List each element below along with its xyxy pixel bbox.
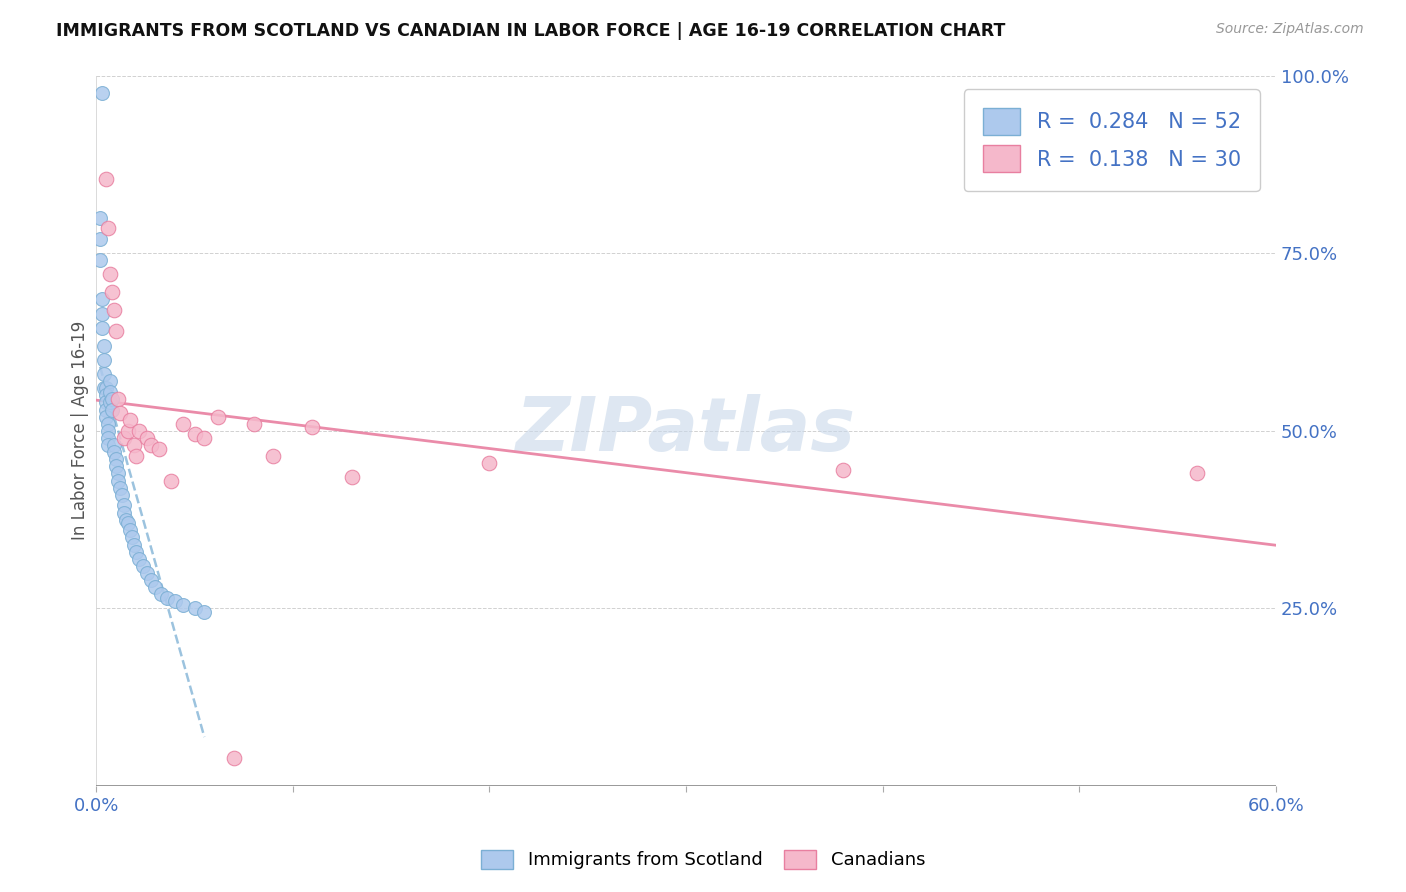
Point bbox=[163, 594, 186, 608]
Point bbox=[93, 352, 115, 367]
Text: IMMIGRANTS FROM SCOTLAND VS CANADIAN IN LABOR FORCE | AGE 16-19 CORRELATION CHAR: IMMIGRANTS FROM SCOTLAND VS CANADIAN IN … bbox=[56, 22, 1005, 40]
Legend: Immigrants from Scotland, Canadians: Immigrants from Scotland, Canadians bbox=[471, 840, 935, 879]
Point bbox=[101, 285, 124, 300]
Point bbox=[104, 324, 127, 338]
Point bbox=[172, 598, 194, 612]
Point bbox=[111, 488, 134, 502]
Point bbox=[122, 537, 145, 551]
Point bbox=[832, 463, 855, 477]
Point bbox=[94, 381, 117, 395]
Point bbox=[143, 580, 166, 594]
Point bbox=[108, 406, 131, 420]
Point bbox=[148, 442, 170, 456]
Point bbox=[160, 474, 183, 488]
Point bbox=[112, 506, 135, 520]
Point bbox=[107, 474, 129, 488]
Point bbox=[124, 544, 146, 558]
Point bbox=[156, 591, 179, 605]
Point bbox=[101, 402, 124, 417]
Point bbox=[124, 449, 146, 463]
Point bbox=[128, 551, 150, 566]
Legend: R =  0.284   N = 52, R =  0.138   N = 30: R = 0.284 N = 52, R = 0.138 N = 30 bbox=[965, 89, 1260, 191]
Point bbox=[117, 516, 139, 531]
Point bbox=[107, 467, 129, 481]
Point bbox=[141, 573, 163, 587]
Point bbox=[97, 424, 120, 438]
Point bbox=[94, 402, 117, 417]
Point bbox=[97, 221, 120, 235]
Point bbox=[89, 253, 111, 268]
Point bbox=[108, 481, 131, 495]
Point bbox=[141, 438, 163, 452]
Point bbox=[136, 566, 159, 580]
Point bbox=[301, 420, 323, 434]
Point bbox=[97, 417, 120, 431]
Point bbox=[97, 431, 120, 445]
Point bbox=[107, 392, 129, 406]
Point bbox=[128, 424, 150, 438]
Point bbox=[89, 232, 111, 246]
Point bbox=[193, 431, 215, 445]
Point bbox=[103, 445, 125, 459]
Point bbox=[94, 409, 117, 424]
Point bbox=[112, 431, 135, 445]
Point bbox=[94, 395, 117, 409]
Point bbox=[207, 409, 229, 424]
Y-axis label: In Labor Force | Age 16-19: In Labor Force | Age 16-19 bbox=[72, 321, 89, 541]
Point bbox=[242, 417, 264, 431]
Point bbox=[121, 530, 143, 544]
Point bbox=[104, 459, 127, 474]
Point bbox=[91, 307, 114, 321]
Point bbox=[103, 438, 125, 452]
Point bbox=[98, 384, 121, 399]
Point bbox=[97, 438, 120, 452]
Point bbox=[103, 303, 125, 318]
Point bbox=[478, 456, 501, 470]
Point bbox=[94, 171, 117, 186]
Point bbox=[98, 395, 121, 409]
Point bbox=[91, 320, 114, 334]
Text: Source: ZipAtlas.com: Source: ZipAtlas.com bbox=[1216, 22, 1364, 37]
Point bbox=[172, 417, 194, 431]
Point bbox=[98, 268, 121, 282]
Point bbox=[118, 524, 141, 538]
Point bbox=[93, 381, 115, 395]
Point bbox=[89, 211, 111, 225]
Point bbox=[91, 293, 114, 307]
Point bbox=[122, 438, 145, 452]
Point bbox=[91, 87, 114, 101]
Point bbox=[94, 388, 117, 402]
Point bbox=[114, 513, 136, 527]
Point bbox=[93, 338, 115, 352]
Point bbox=[101, 392, 124, 406]
Point bbox=[150, 587, 173, 601]
Point bbox=[104, 452, 127, 467]
Point bbox=[193, 605, 215, 619]
Point bbox=[93, 367, 115, 381]
Point bbox=[112, 499, 135, 513]
Point bbox=[136, 431, 159, 445]
Point bbox=[118, 413, 141, 427]
Point bbox=[183, 427, 205, 442]
Point bbox=[117, 424, 139, 438]
Point bbox=[340, 470, 363, 484]
Text: ZIPatlas: ZIPatlas bbox=[516, 394, 856, 467]
Point bbox=[222, 750, 245, 764]
Point bbox=[183, 601, 205, 615]
Point bbox=[262, 449, 284, 463]
Point bbox=[1187, 467, 1209, 481]
Point bbox=[132, 558, 155, 573]
Point bbox=[98, 374, 121, 388]
